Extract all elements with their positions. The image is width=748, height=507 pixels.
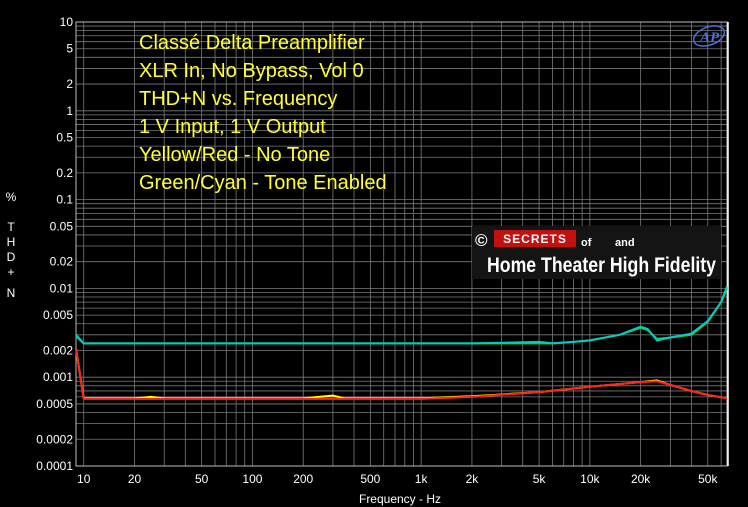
y-tick-label: 10 — [60, 15, 74, 29]
y-label-char: % — [6, 190, 17, 204]
grid — [75, 21, 729, 467]
secrets-logo: © SECRETS of and Home Theater High Fidel… — [472, 226, 721, 279]
y-tick-label: 0.2 — [56, 166, 73, 180]
y-tick-label: 5 — [66, 42, 73, 56]
x-tick-label: 20k — [631, 472, 651, 486]
ap-logo-swoosh — [692, 25, 726, 47]
x-tick-label: 100 — [242, 472, 262, 486]
x-tick-label: 5k — [533, 472, 547, 486]
title-line: Yellow/Red - No Tone — [139, 144, 330, 166]
data-series — [75, 286, 728, 400]
ap-logo-text: AP — [699, 30, 720, 46]
y-tick-labels: 10 5 2 1 0.5 0.2 0.1 0.05 0.02 0.01 0.005 0.002 0.00… — [36, 15, 73, 473]
title-line: THD+N vs. Frequency — [139, 88, 337, 110]
x-tick-label: 500 — [360, 472, 380, 486]
x-tick-label: 10 — [77, 472, 91, 486]
logo-and: and — [615, 237, 635, 249]
x-tick-label: 2k — [466, 472, 480, 486]
y-tick-label: 0.0001 — [36, 459, 73, 473]
x-tick-label: 200 — [293, 472, 313, 486]
y-label-char: H — [7, 235, 16, 249]
y-label-char: D — [7, 250, 16, 264]
plot-frame — [75, 21, 728, 467]
title-line: XLR In, No Bypass, Vol 0 — [139, 60, 364, 82]
y-tick-label: 0.1 — [56, 193, 73, 207]
y-label-char: T — [7, 220, 15, 234]
y-label-char: + — [7, 265, 14, 279]
x-tick-label: 50 — [195, 472, 209, 486]
x-tick-label: 10k — [580, 472, 600, 486]
y-tick-label: 1 — [66, 104, 73, 118]
y-axis-label: % THD+ N — [6, 190, 17, 300]
y-tick-label: 0.01 — [50, 281, 74, 295]
title-line: Green/Cyan - Tone Enabled — [139, 172, 387, 194]
y-tick-label: 0.02 — [50, 255, 74, 269]
secrets-text: SECRETS — [503, 232, 567, 246]
title-annotations: Classé Delta Preamplifier XLR In, No Bypa… — [139, 32, 387, 194]
logo-line2: Home Theater High Fidelity — [487, 254, 716, 277]
y-tick-label: 0.0002 — [36, 432, 73, 446]
ap-logo: AP — [692, 25, 726, 47]
y-tick-label: 0.001 — [43, 370, 73, 384]
y-tick-label: 0.5 — [56, 131, 73, 145]
x-tick-label: 50k — [698, 472, 718, 486]
y-label-char: N — [7, 286, 16, 300]
y-tick-label: 0.002 — [43, 343, 73, 357]
title-line: Classé Delta Preamplifier — [139, 32, 365, 54]
logo-of: of — [581, 237, 592, 249]
y-tick-label: 0.005 — [43, 308, 73, 322]
x-tick-label: 20 — [128, 472, 142, 486]
title-line: 1 V Input, 1 V Output — [139, 116, 326, 138]
copyright-symbol: © — [475, 231, 488, 250]
series-line-2 — [75, 286, 728, 345]
secrets-badge — [494, 230, 576, 247]
y-tick-label: 0.05 — [50, 219, 74, 233]
x-tick-label: 1k — [415, 472, 429, 486]
series-line-4 — [75, 348, 728, 400]
y-tick-label: 2 — [66, 77, 73, 91]
x-tick-labels: 10 20 50 100 200 500 1k 2k 5k 10k 20k 50k — [77, 472, 718, 486]
y-tick-label: 0.0005 — [36, 397, 73, 411]
x-axis-label: Frequency - Hz — [359, 492, 441, 506]
